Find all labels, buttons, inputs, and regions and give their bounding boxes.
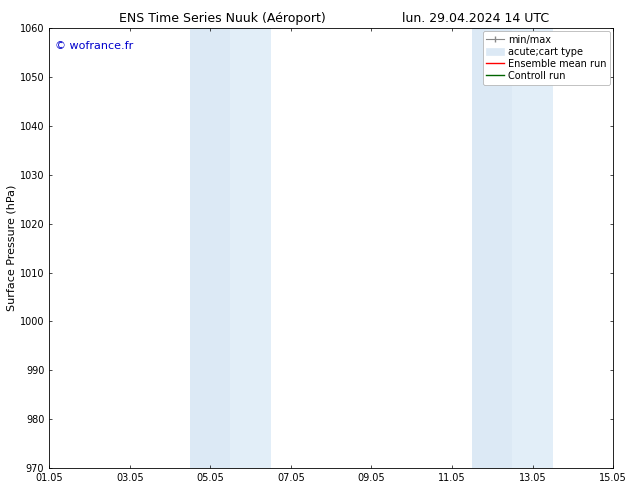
Legend: min/max, acute;cart type, Ensemble mean run, Controll run: min/max, acute;cart type, Ensemble mean … bbox=[482, 31, 611, 85]
Bar bbox=[231, 28, 271, 468]
Bar bbox=[190, 28, 231, 468]
Text: lun. 29.04.2024 14 UTC: lun. 29.04.2024 14 UTC bbox=[402, 12, 549, 25]
Text: © wofrance.fr: © wofrance.fr bbox=[55, 41, 133, 51]
Text: ENS Time Series Nuuk (Aéroport): ENS Time Series Nuuk (Aéroport) bbox=[119, 12, 325, 25]
Bar bbox=[512, 28, 553, 468]
Bar bbox=[472, 28, 512, 468]
Y-axis label: Surface Pressure (hPa): Surface Pressure (hPa) bbox=[7, 185, 17, 311]
